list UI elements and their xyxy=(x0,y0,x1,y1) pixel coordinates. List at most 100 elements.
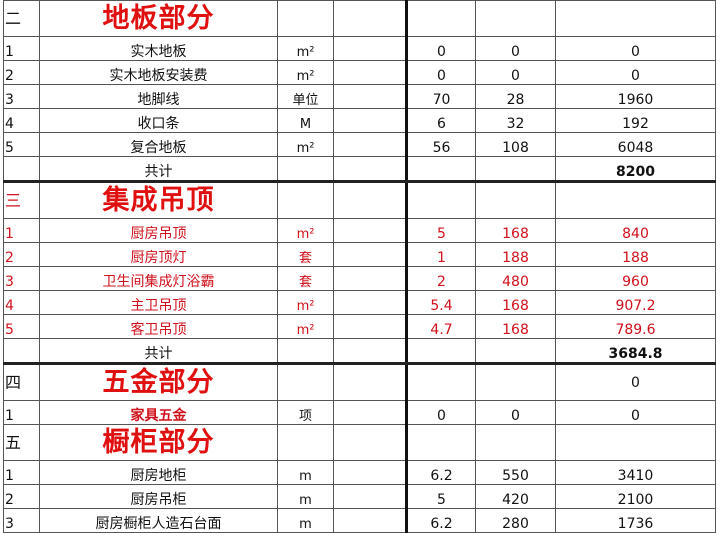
item-name-cell[interactable]: 厨房吊柜 xyxy=(39,484,278,509)
section-index-cell[interactable]: 四 xyxy=(3,363,40,401)
price-cell[interactable] xyxy=(475,424,556,461)
section-index-cell[interactable]: 五 xyxy=(3,424,40,461)
item-unit-cell[interactable]: 套 xyxy=(277,266,334,291)
blank-cell[interactable] xyxy=(333,400,407,425)
blank-cell[interactable] xyxy=(333,108,407,133)
item-name-cell[interactable]: 家具五金 xyxy=(39,400,278,425)
section-index-cell[interactable]: 三 xyxy=(3,181,40,219)
unit-cell[interactable] xyxy=(277,181,334,219)
blank-cell[interactable] xyxy=(333,314,407,339)
item-amount-cell[interactable]: 1960 xyxy=(555,84,716,109)
total-amount-cell[interactable]: 3684.8 xyxy=(555,338,716,365)
item-name-cell[interactable]: 实木地板 xyxy=(39,36,278,61)
item-qty-cell[interactable]: 5 xyxy=(405,484,476,509)
blank-cell[interactable] xyxy=(405,156,476,183)
item-unit-cell[interactable]: m² xyxy=(277,218,334,243)
item-name-cell[interactable]: 厨房顶灯 xyxy=(39,242,278,267)
item-name-cell[interactable]: 厨房吊顶 xyxy=(39,218,278,243)
item-price-cell[interactable]: 0 xyxy=(475,400,556,425)
item-qty-cell[interactable]: 0 xyxy=(405,36,476,61)
item-name-cell[interactable]: 实木地板安装费 xyxy=(39,60,278,85)
item-unit-cell[interactable]: 项 xyxy=(277,400,334,425)
blank-cell[interactable] xyxy=(333,0,407,37)
blank-cell[interactable] xyxy=(405,338,476,365)
item-amount-cell[interactable]: 840 xyxy=(555,218,716,243)
item-index-cell[interactable]: 1 xyxy=(3,36,40,61)
item-index-cell[interactable]: 4 xyxy=(3,108,40,133)
item-unit-cell[interactable]: m² xyxy=(277,132,334,157)
section-index-cell[interactable]: 二 xyxy=(3,0,40,37)
blank-cell[interactable] xyxy=(277,156,334,183)
item-unit-cell[interactable]: m xyxy=(277,484,334,509)
item-unit-cell[interactable]: M xyxy=(277,108,334,133)
item-amount-cell[interactable]: 192 xyxy=(555,108,716,133)
item-name-cell[interactable]: 卫生间集成灯浴霸 xyxy=(39,266,278,291)
unit-cell[interactable] xyxy=(277,0,334,37)
blank-cell[interactable] xyxy=(3,156,40,183)
blank-cell[interactable] xyxy=(277,338,334,365)
item-name-cell[interactable]: 主卫吊顶 xyxy=(39,290,278,315)
item-price-cell[interactable]: 168 xyxy=(475,218,556,243)
item-index-cell[interactable]: 3 xyxy=(3,84,40,109)
blank-cell[interactable] xyxy=(333,460,407,485)
item-qty-cell[interactable]: 5.4 xyxy=(405,290,476,315)
item-price-cell[interactable]: 480 xyxy=(475,266,556,291)
total-amount-cell[interactable]: 8200 xyxy=(555,156,716,183)
price-cell[interactable] xyxy=(475,363,556,401)
item-price-cell[interactable]: 108 xyxy=(475,132,556,157)
item-price-cell[interactable]: 0 xyxy=(475,60,556,85)
item-amount-cell[interactable]: 6048 xyxy=(555,132,716,157)
blank-cell[interactable] xyxy=(475,338,556,365)
blank-cell[interactable] xyxy=(333,181,407,219)
item-price-cell[interactable]: 188 xyxy=(475,242,556,267)
item-index-cell[interactable]: 1 xyxy=(3,460,40,485)
item-qty-cell[interactable]: 1 xyxy=(405,242,476,267)
item-index-cell[interactable]: 3 xyxy=(3,266,40,291)
section-amount-cell[interactable] xyxy=(555,0,716,37)
item-amount-cell[interactable]: 789.6 xyxy=(555,314,716,339)
item-price-cell[interactable]: 28 xyxy=(475,84,556,109)
item-index-cell[interactable]: 2 xyxy=(3,60,40,85)
item-qty-cell[interactable]: 0 xyxy=(405,400,476,425)
section-title-cell[interactable]: 地板部分 xyxy=(39,0,278,37)
item-unit-cell[interactable]: m² xyxy=(277,60,334,85)
item-unit-cell[interactable]: 套 xyxy=(277,242,334,267)
section-title-cell[interactable]: 五金部分 xyxy=(39,363,278,401)
item-index-cell[interactable]: 1 xyxy=(3,218,40,243)
blank-cell[interactable] xyxy=(333,484,407,509)
blank-cell[interactable] xyxy=(333,338,407,365)
item-name-cell[interactable]: 厨房地柜 xyxy=(39,460,278,485)
item-amount-cell[interactable]: 960 xyxy=(555,266,716,291)
blank-cell[interactable] xyxy=(333,218,407,243)
item-index-cell[interactable]: 2 xyxy=(3,242,40,267)
section-amount-cell[interactable]: 0 xyxy=(555,363,716,401)
item-qty-cell[interactable]: 5 xyxy=(405,218,476,243)
item-amount-cell[interactable]: 2100 xyxy=(555,484,716,509)
blank-cell[interactable] xyxy=(333,424,407,461)
price-cell[interactable] xyxy=(475,181,556,219)
item-index-cell[interactable]: 1 xyxy=(3,400,40,425)
item-qty-cell[interactable]: 70 xyxy=(405,84,476,109)
item-unit-cell[interactable]: 单位 xyxy=(277,84,334,109)
unit-cell[interactable] xyxy=(277,424,334,461)
item-name-cell[interactable]: 地脚线 xyxy=(39,84,278,109)
unit-cell[interactable] xyxy=(277,363,334,401)
qty-cell[interactable] xyxy=(405,181,476,219)
item-amount-cell[interactable]: 907.2 xyxy=(555,290,716,315)
blank-cell[interactable] xyxy=(333,290,407,315)
item-name-cell[interactable]: 收口条 xyxy=(39,108,278,133)
blank-cell[interactable] xyxy=(333,84,407,109)
item-index-cell[interactable]: 5 xyxy=(3,132,40,157)
item-unit-cell[interactable]: m xyxy=(277,460,334,485)
item-price-cell[interactable]: 0 xyxy=(475,36,556,61)
item-price-cell[interactable]: 550 xyxy=(475,460,556,485)
blank-cell[interactable] xyxy=(333,156,407,183)
total-label-cell[interactable]: 共计 xyxy=(39,338,278,365)
item-price-cell[interactable]: 420 xyxy=(475,484,556,509)
total-label-cell[interactable]: 共计 xyxy=(39,156,278,183)
item-qty-cell[interactable]: 0 xyxy=(405,60,476,85)
blank-cell[interactable] xyxy=(333,242,407,267)
blank-cell[interactable] xyxy=(333,266,407,291)
blank-cell[interactable] xyxy=(333,132,407,157)
item-amount-cell[interactable]: 0 xyxy=(555,400,716,425)
